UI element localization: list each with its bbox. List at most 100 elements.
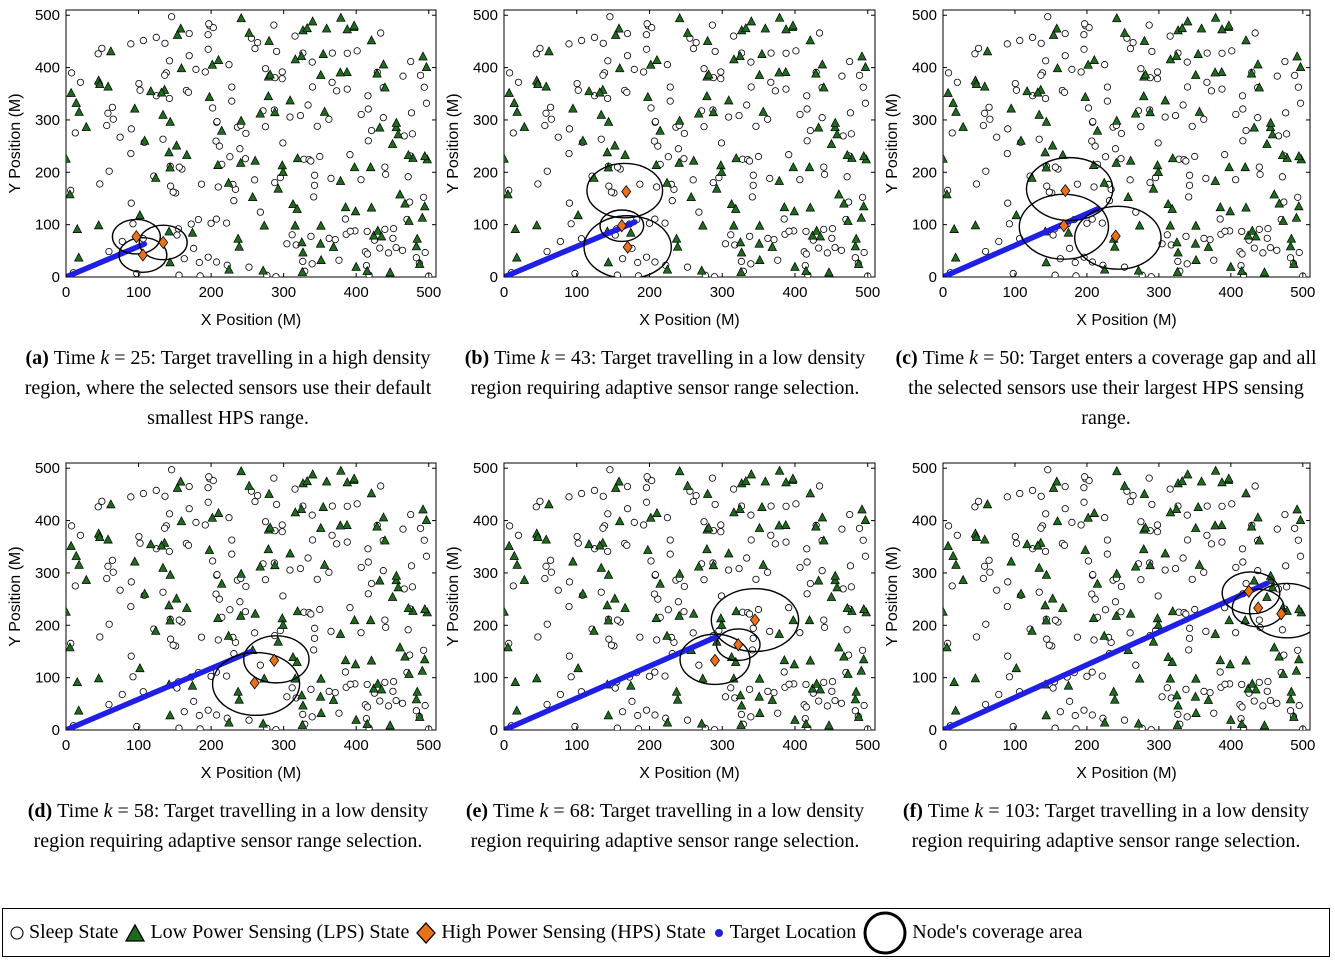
lps-node xyxy=(418,51,428,61)
lps-node xyxy=(754,522,765,532)
lps-node xyxy=(735,237,746,247)
lps-node xyxy=(1182,469,1193,479)
lps-node xyxy=(1052,476,1062,486)
sleep-node xyxy=(944,522,953,530)
lps-node xyxy=(811,521,821,531)
sleep-node xyxy=(623,88,631,96)
lps-node xyxy=(372,521,382,531)
sleep-node xyxy=(1037,492,1045,500)
lps-node xyxy=(610,593,620,603)
lps-node xyxy=(504,606,509,616)
lps-node xyxy=(662,264,673,274)
sleep-node xyxy=(1154,139,1162,147)
sleep-node xyxy=(689,44,698,53)
lps-node xyxy=(1145,559,1155,570)
sleep-node xyxy=(815,29,824,37)
lps-node xyxy=(71,550,81,560)
lps-node xyxy=(603,257,614,267)
lps-node xyxy=(662,717,673,727)
target-path xyxy=(66,241,148,277)
lps-node xyxy=(811,68,821,78)
lps-node xyxy=(533,531,543,542)
sleep-node xyxy=(76,78,85,86)
x-tick-label: 200 xyxy=(1074,737,1099,754)
sleep-node xyxy=(1137,518,1145,526)
sleep-node xyxy=(1218,49,1226,57)
sleep-node xyxy=(735,564,743,573)
lps-node xyxy=(1139,35,1150,45)
lps-node xyxy=(1294,654,1304,664)
lps-node xyxy=(404,215,414,225)
lps-node xyxy=(805,35,816,45)
sleep-node xyxy=(1182,685,1190,693)
sleep-node xyxy=(578,489,586,498)
lps-node xyxy=(244,480,254,490)
sleep-node xyxy=(1200,115,1208,123)
sleep-node xyxy=(272,47,281,56)
sleep-node xyxy=(1255,678,1263,686)
x-tick-label: 400 xyxy=(782,737,807,754)
sleep-node xyxy=(165,57,174,65)
lps-node xyxy=(859,151,869,161)
hps-node xyxy=(1058,219,1069,233)
sleep-node xyxy=(296,564,305,573)
sleep-node xyxy=(241,155,250,163)
sleep-node xyxy=(980,109,989,117)
sleep-node xyxy=(382,170,390,178)
x-tick-label: 200 xyxy=(637,284,662,301)
lps-node xyxy=(66,540,76,550)
sleep-node xyxy=(1255,616,1263,624)
y-tick-label: 0 xyxy=(929,722,937,739)
sleep-node xyxy=(1273,699,1281,707)
lps-node xyxy=(779,655,790,665)
sleep-node xyxy=(328,49,336,57)
target-path xyxy=(66,648,254,730)
sleep-node xyxy=(747,58,755,66)
sleep-node xyxy=(1004,125,1012,133)
lps-node xyxy=(754,69,765,79)
sleep-node xyxy=(642,706,651,714)
lps-node xyxy=(774,628,785,638)
sleep-node xyxy=(590,33,599,41)
lps-node xyxy=(1034,562,1044,572)
lps-node xyxy=(1111,610,1122,620)
sleep-node xyxy=(661,672,669,680)
x-tick-label: 200 xyxy=(199,284,224,301)
caption-k-symbol: k xyxy=(539,800,549,822)
sleep-node xyxy=(1011,532,1019,541)
sleep-node xyxy=(308,58,316,66)
sleep-node xyxy=(1042,510,1050,518)
lps-node xyxy=(285,548,295,558)
sleep-node xyxy=(1072,725,1080,730)
sleep-node xyxy=(311,171,319,179)
legend-coverage: Node's coverage area xyxy=(862,910,1082,956)
lps-node xyxy=(349,20,359,30)
lps-node xyxy=(730,203,741,213)
lps-node xyxy=(129,556,140,566)
sleep-node xyxy=(316,152,324,161)
y-axis-label: Y Position (M) xyxy=(445,93,462,193)
sleep-node xyxy=(674,145,682,153)
lps-node xyxy=(1267,129,1278,139)
sleep-node xyxy=(683,716,692,724)
lps-node xyxy=(1099,177,1110,187)
lps-node xyxy=(1254,82,1265,92)
sleep-node xyxy=(574,86,582,94)
caption-panel-letter: (d) xyxy=(27,800,58,822)
lps-node xyxy=(135,663,145,673)
sleep-node xyxy=(1041,547,1050,556)
lps-node xyxy=(176,63,187,73)
lps-node xyxy=(373,678,383,688)
lps-node xyxy=(970,220,981,230)
lps-node xyxy=(321,23,332,33)
sleep-node xyxy=(986,568,994,576)
sleep-node xyxy=(1071,258,1079,267)
sleep-node xyxy=(546,103,555,111)
sleep-node xyxy=(346,680,354,688)
lps-node xyxy=(1194,559,1205,569)
sleep-node xyxy=(578,36,586,45)
sleep-node xyxy=(565,125,574,133)
sleep-node xyxy=(1012,86,1021,94)
lps-node xyxy=(204,544,215,554)
sleep-node xyxy=(180,708,188,716)
